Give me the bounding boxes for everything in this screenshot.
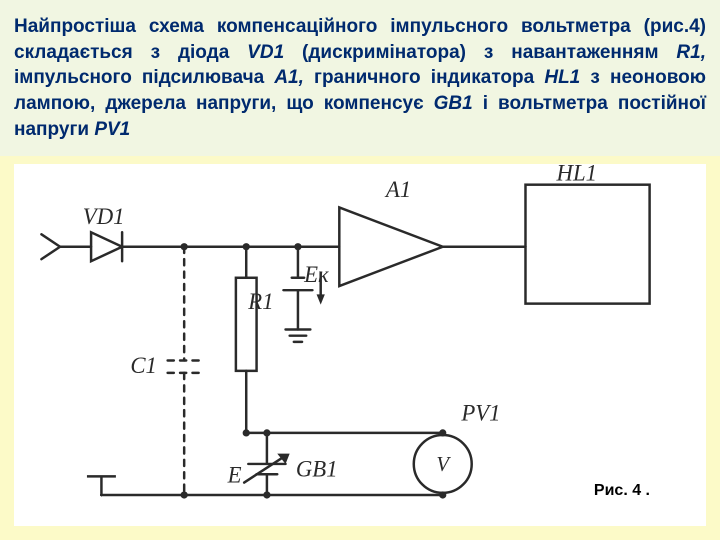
text-span: А1, [274, 67, 304, 88]
svg-text:A1: A1 [384, 177, 411, 202]
description-text: Найпростіша схема компенсаційного імпуль… [0, 0, 720, 156]
text-span: імпульсного підсилювача [14, 67, 274, 88]
circuit-svg: VD1 C1 R1 Eк A1 HL1 GB1 E V PV1 [14, 164, 706, 526]
svg-text:PV1: PV1 [460, 401, 500, 426]
svg-text:R1: R1 [247, 289, 273, 314]
text-span: VD1 [247, 42, 284, 63]
text-span: R1, [676, 42, 706, 63]
svg-text:C1: C1 [130, 353, 157, 378]
svg-text:V: V [436, 454, 451, 476]
text-span: GB1 [434, 93, 473, 114]
svg-text:E: E [227, 463, 242, 488]
svg-text:VD1: VD1 [83, 204, 125, 229]
svg-text:GB1: GB1 [296, 456, 338, 481]
svg-text:HL1: HL1 [556, 164, 597, 186]
text-span: HL1 [544, 67, 580, 88]
text-span: граничного індикатора [304, 67, 544, 88]
page: Найпростіша схема компенсаційного імпуль… [0, 0, 720, 540]
text-span: PV1 [94, 119, 130, 140]
svg-text:Eк: Eк [303, 262, 329, 287]
circuit-diagram: VD1 C1 R1 Eк A1 HL1 GB1 E V PV1 [14, 164, 706, 526]
figure-caption: Рис. 4 . [594, 482, 650, 500]
text-span: (дискримінатора) з навантаженням [284, 42, 676, 63]
